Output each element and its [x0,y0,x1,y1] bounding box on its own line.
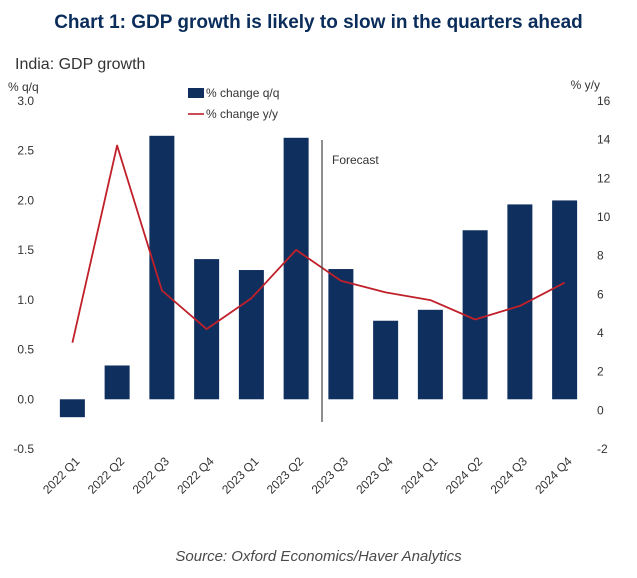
line-yy-series [71,144,566,343]
legend: % change q/q % change y/y [188,86,279,121]
x-tick-label: 2022 Q2 [85,454,128,497]
bar-qq-2022-q2 [104,365,130,400]
right-tick-label: -2 [597,442,608,456]
x-tick-label: 2023 Q2 [264,454,307,497]
left-tick-label: -0.5 [13,442,34,456]
left-tick-label: 2.0 [17,193,34,207]
bar-qq-2024-q4 [552,200,578,400]
legend-bar-label: % change q/q [206,86,279,100]
bar-qq-2023-q1 [238,270,264,400]
left-tick-label: 3.0 [17,94,34,108]
bar-qq-2023-q3 [328,269,354,400]
left-tick-label: 1.0 [17,293,34,307]
right-tick-label: 2 [597,365,604,379]
right-axis-unit-label: % y/y [571,78,600,92]
right-tick-label: 14 [597,133,611,147]
x-tick-label: 2024 Q4 [532,454,575,497]
bar-qq-2023-q4 [373,320,399,400]
x-tick-label: 2022 Q3 [130,454,173,497]
right-tick-label: 8 [597,249,604,263]
right-tick-label: 10 [597,210,611,224]
bar-qq-2024-q1 [417,309,443,400]
legend-bar-swatch [188,88,204,98]
right-tick-label: 4 [597,326,604,340]
forecast-annotation: Forecast [332,153,379,167]
left-tick-label: 1.5 [17,243,34,257]
right-tick-label: 0 [597,403,604,417]
x-tick-label: 2024 Q2 [443,454,486,497]
right-tick-label: 16 [597,94,611,108]
x-tick-label: 2024 Q1 [398,454,441,497]
right-tick-label: 12 [597,171,611,185]
x-tick-label: 2024 Q3 [488,454,531,497]
left-axis-unit-label: % q/q [8,80,39,94]
x-tick-label: 2023 Q4 [353,454,396,497]
left-tick-label: 0.0 [17,392,34,406]
chart-source: Source: Oxford Economics/Haver Analytics [175,548,462,565]
x-tick-label: 2023 Q3 [309,454,352,497]
left-tick-label: 2.5 [17,144,34,158]
chart-title: Chart 1: GDP growth is likely to slow in… [54,12,583,33]
bar-qq-2022-q1 [59,399,85,418]
gdp-growth-chart: % q/q % y/y 3.0 2.5 2.0 1.5 1.0 0.5 0.0 -0.5 16… [8,78,611,497]
legend-line-label: % change y/y [206,107,278,121]
right-tick-label: 6 [597,287,604,301]
bar-qq-2022-q3 [149,135,175,400]
x-tick-label: 2022 Q4 [174,454,217,497]
left-tick-label: 0.5 [17,343,34,357]
chart-subtitle: India: GDP growth [15,56,146,73]
bar-qq-2023-q2 [283,137,309,400]
x-tick-label: 2022 Q1 [40,454,83,497]
bar-qq-2024-q2 [462,230,488,400]
x-tick-label: 2023 Q1 [219,454,262,497]
